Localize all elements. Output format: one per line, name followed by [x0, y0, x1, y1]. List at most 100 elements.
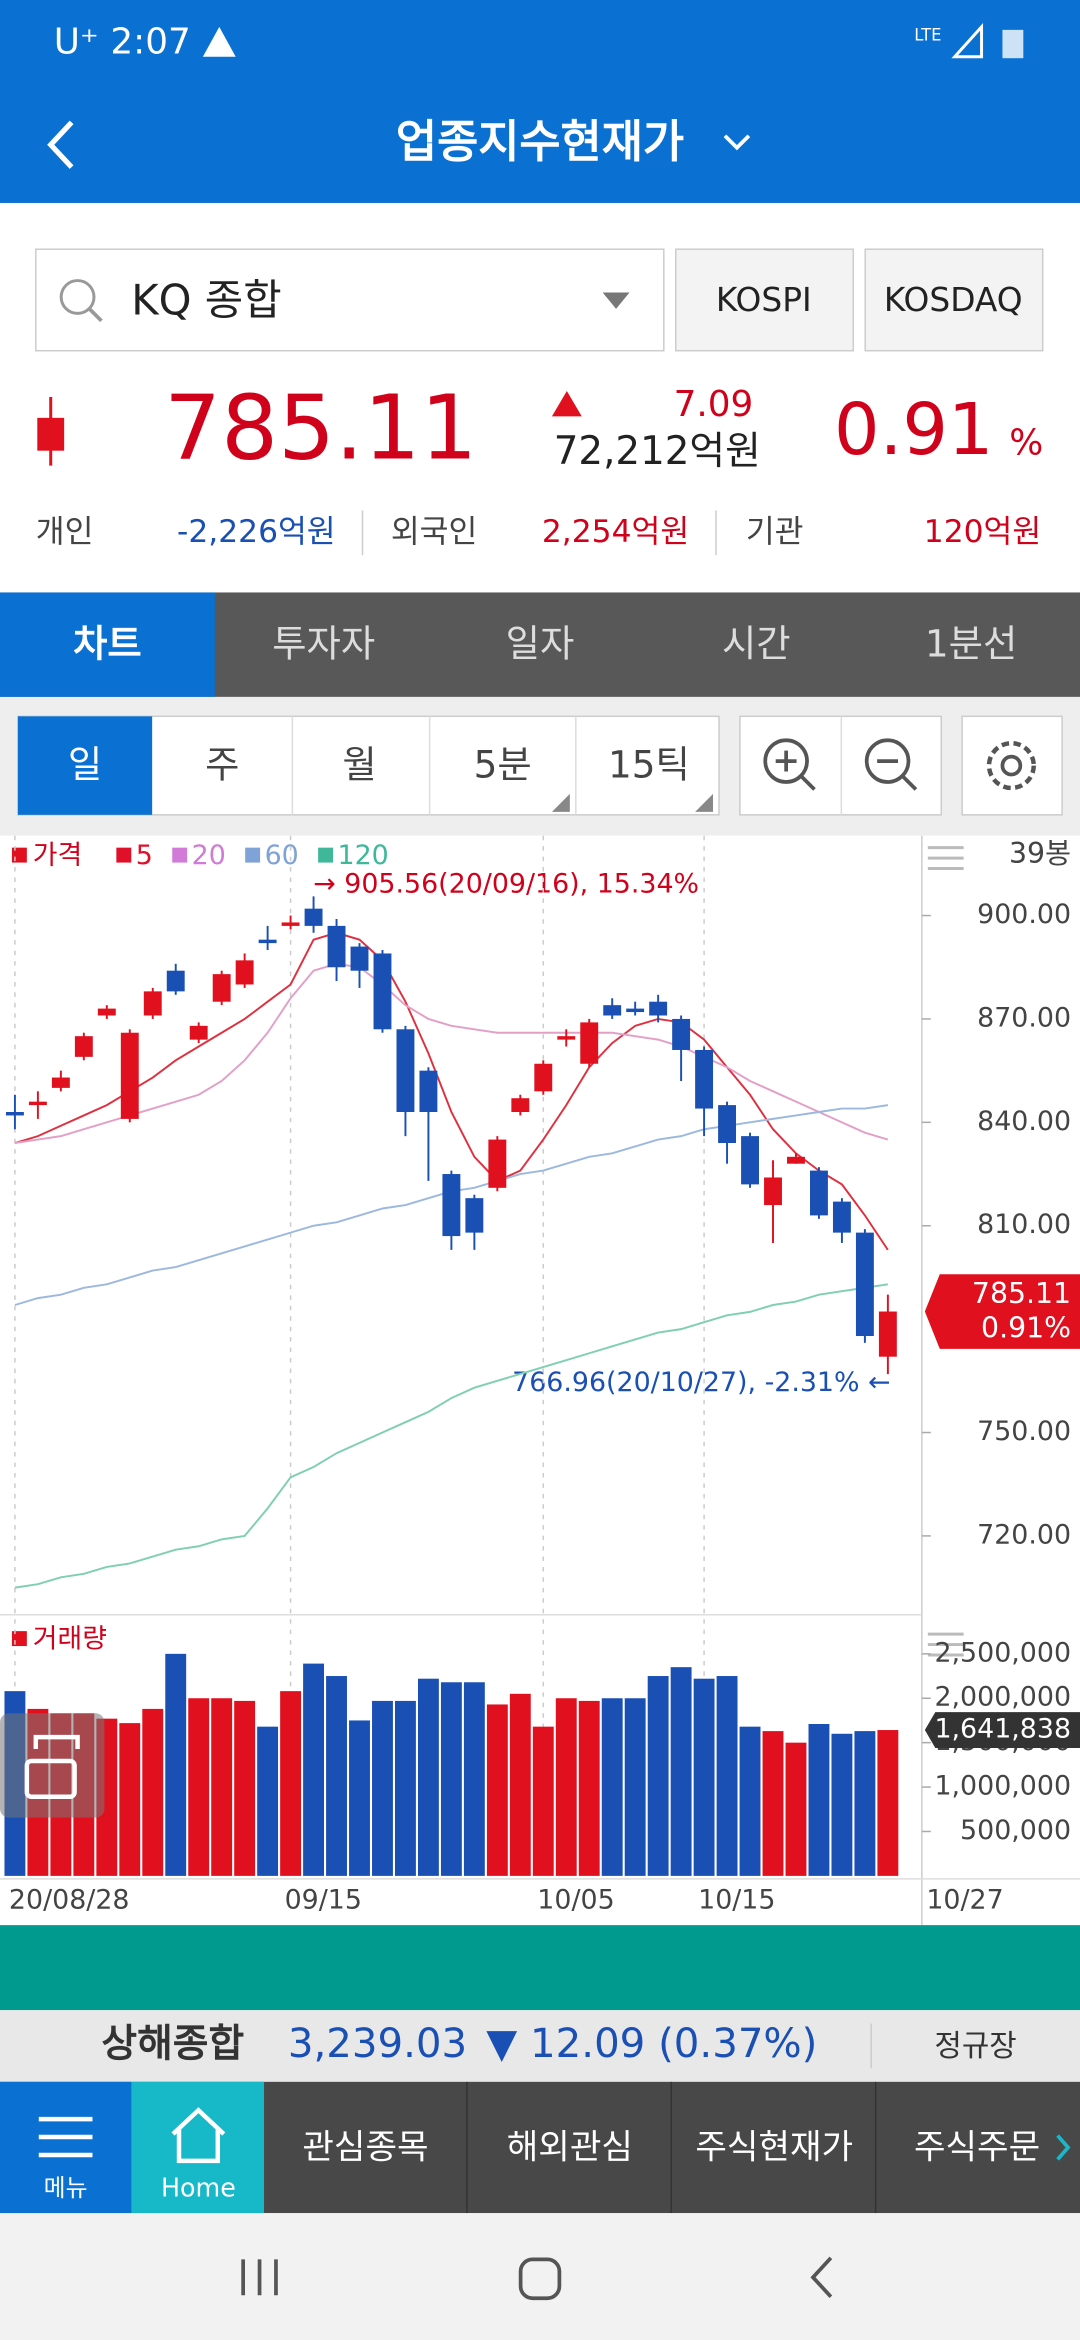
- menu-icon: [38, 2116, 93, 2158]
- trade-amount: 72,212억원: [554, 429, 761, 474]
- legend-swatch: [116, 847, 132, 863]
- nav-home[interactable]: [131, 2081, 265, 2214]
- volume-bar: [808, 1724, 830, 1876]
- candle-body: [511, 1098, 530, 1112]
- legend-label: 120: [338, 840, 389, 871]
- x-tick-label: 10/05: [537, 1885, 614, 1916]
- app-bar: [0, 0, 1080, 203]
- period-selected[interactable]: [17, 716, 153, 815]
- settings-icon: [986, 740, 1036, 791]
- candle-body: [649, 1001, 668, 1016]
- volume-bar: [555, 1698, 577, 1876]
- rotate-icon: [33, 1734, 80, 1750]
- volume-bar: [877, 1730, 899, 1876]
- period[interactable]: 15틱: [608, 743, 690, 787]
- price-change: 7.09: [674, 384, 754, 425]
- network: LTE: [914, 25, 941, 44]
- nav-label[interactable]: Home: [161, 2172, 236, 2202]
- legend-price: 가격: [33, 840, 82, 871]
- volume-bar: [280, 1691, 302, 1876]
- market-button[interactable]: [864, 248, 1044, 352]
- candle-body: [396, 1029, 415, 1112]
- recent-apps[interactable]: [241, 2259, 278, 2296]
- rotate-button[interactable]: [0, 1713, 105, 1818]
- y-tick-label: 810.00: [977, 1209, 1071, 1240]
- market-button[interactable]: [675, 248, 855, 352]
- screen-title[interactable]: 업종지수현재가: [396, 115, 684, 168]
- settings-button[interactable]: [961, 715, 1063, 816]
- zoom-out[interactable]: [864, 738, 911, 784]
- volume-bar: [831, 1733, 853, 1876]
- change-percent: 0.91: [834, 388, 993, 471]
- back-button[interactable]: [47, 120, 74, 169]
- nav-label[interactable]: 해외관심: [507, 2127, 633, 2167]
- candle-body: [120, 1032, 139, 1119]
- zoom-in[interactable]: [775, 750, 816, 791]
- y-tick-label: 870.00: [977, 1002, 1071, 1033]
- search-box[interactable]: [35, 248, 665, 352]
- volume-bar: [693, 1678, 715, 1876]
- volume-bar: [395, 1700, 416, 1876]
- percent-unit: %: [1009, 423, 1043, 464]
- legend-label: 60: [265, 840, 299, 871]
- ticker-name: 상해종합: [101, 2022, 244, 2067]
- period[interactable]: 월: [342, 743, 376, 787]
- pane-menu[interactable]: [927, 1632, 964, 1657]
- period[interactable]: 5분: [474, 743, 532, 787]
- volume-bar: [463, 1682, 485, 1876]
- period[interactable]: 주: [205, 743, 239, 787]
- home-key[interactable]: [518, 2257, 562, 2301]
- nav-label[interactable]: 관심종목: [302, 2127, 428, 2167]
- search-dropdown[interactable]: [602, 292, 630, 309]
- pane-menu[interactable]: [927, 846, 964, 871]
- candle-body: [143, 991, 162, 1016]
- volume-bar: [762, 1731, 784, 1876]
- volume-bar: [486, 1704, 508, 1876]
- zoom-in[interactable]: [763, 738, 809, 784]
- candle-body: [787, 1156, 805, 1164]
- market-button-label: KOSPI: [716, 281, 812, 319]
- candle-body: [5, 1111, 24, 1116]
- candle-body: [557, 1036, 576, 1040]
- volume-bar: [854, 1731, 876, 1876]
- candle-icon: [37, 417, 65, 451]
- tab[interactable]: 시간: [722, 622, 791, 666]
- candle-body: [51, 1077, 70, 1088]
- tab[interactable]: 일자: [506, 622, 575, 666]
- tab[interactable]: 차트: [73, 622, 142, 666]
- tab[interactable]: 투자자: [272, 622, 375, 666]
- nav-more[interactable]: [1056, 2134, 1071, 2161]
- period[interactable]: 일: [68, 743, 102, 787]
- volume-bar: [440, 1682, 462, 1876]
- moving-average: [14, 931, 889, 1251]
- volume-bar: [417, 1678, 439, 1876]
- ticker-bar: [0, 2010, 1080, 2082]
- tab-selected[interactable]: [0, 592, 215, 697]
- candle-body: [327, 925, 346, 968]
- title-dropdown[interactable]: [723, 134, 751, 151]
- banner[interactable]: [0, 1925, 1080, 2011]
- investor-label: 외국인: [391, 514, 477, 550]
- candle-body: [281, 922, 300, 926]
- max-annotation: → 905.56(20/09/16), 15.34%: [313, 868, 699, 899]
- candle-body: [212, 974, 231, 1002]
- zoom-out[interactable]: [877, 759, 918, 791]
- y-tick-label: 500,000: [960, 1815, 1071, 1846]
- volume-bar: [601, 1698, 623, 1876]
- nav-label[interactable]: 메뉴: [44, 2174, 88, 2202]
- candle-body: [764, 1177, 782, 1206]
- y-tick-label: 840.00: [977, 1106, 1071, 1137]
- nav-label[interactable]: 주식주문: [914, 2127, 1040, 2167]
- volume-bar: [716, 1676, 738, 1876]
- nav-menu[interactable]: [0, 2081, 132, 2214]
- candle-body: [28, 1101, 47, 1106]
- volume-bar: [303, 1663, 324, 1876]
- search-icon: [59, 279, 96, 315]
- tab[interactable]: 1분선: [925, 622, 1017, 666]
- market-button-label: KOSDAQ: [884, 281, 1023, 319]
- nav-label[interactable]: 주식현재가: [695, 2127, 853, 2167]
- investor-value: 2,254억원: [542, 514, 689, 550]
- rotate-icon: [24, 1758, 77, 1800]
- back-key[interactable]: [810, 2256, 833, 2298]
